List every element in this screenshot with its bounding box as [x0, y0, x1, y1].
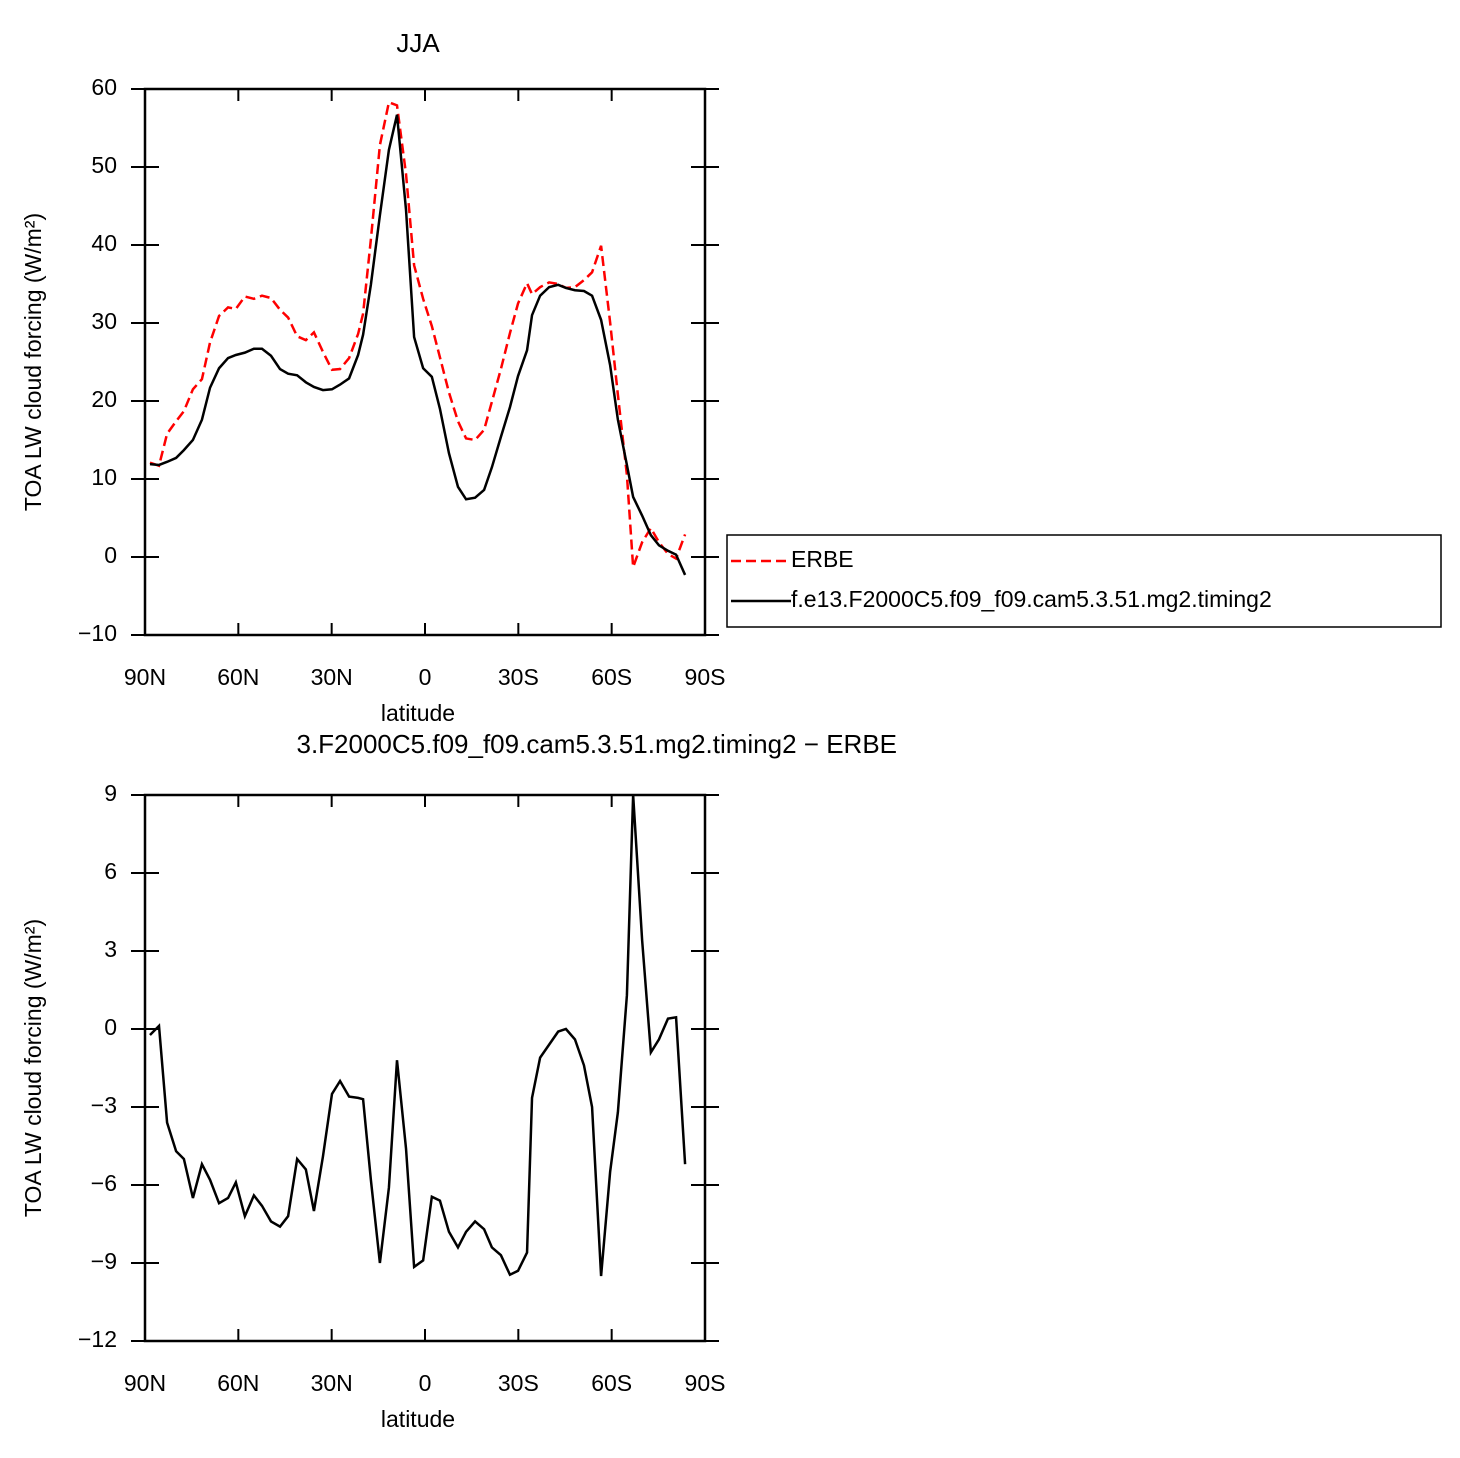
x-tick-label: 90N	[124, 664, 166, 690]
x-tick-label: 90S	[685, 1370, 726, 1396]
y-tick-label: 0	[104, 1014, 117, 1040]
x-tick-label: 0	[419, 1370, 432, 1396]
y-tick-label: 40	[91, 230, 117, 256]
x-axis-label: latitude	[381, 700, 455, 726]
y-tick-label: −12	[78, 1326, 117, 1352]
x-tick-label: 90S	[685, 664, 726, 690]
x-tick-label: 90N	[124, 1370, 166, 1396]
y-axis-label: TOA LW cloud forcing (W/m²)	[20, 213, 46, 511]
chart-title: 3.F2000C5.f09_f09.cam5.3.51.mg2.timing2 …	[296, 729, 897, 759]
y-tick-label: 30	[91, 308, 117, 334]
legend-label: f.e13.F2000C5.f09_f09.cam5.3.51.mg2.timi…	[791, 586, 1272, 612]
y-tick-label: 6	[104, 858, 117, 884]
data-line	[149, 100, 687, 568]
x-axis-label: latitude	[381, 1406, 455, 1432]
y-tick-label: 3	[104, 936, 117, 962]
y-tick-label: 50	[91, 152, 117, 178]
x-tick-label: 60S	[591, 664, 632, 690]
x-tick-label: 60N	[217, 1370, 259, 1396]
x-tick-label: 30N	[311, 664, 353, 690]
y-tick-label: 60	[91, 74, 117, 100]
data-line	[149, 794, 687, 1277]
y-tick-label: 9	[104, 780, 117, 806]
chart-title: JJA	[396, 28, 440, 58]
legend-label: ERBE	[791, 546, 854, 572]
x-tick-label: 60S	[591, 1370, 632, 1396]
y-tick-label: −10	[78, 620, 117, 646]
plot-frame	[143, 793, 707, 1343]
y-tick-label: 0	[104, 542, 117, 568]
x-tick-label: 30S	[498, 664, 539, 690]
y-axis-label: TOA LW cloud forcing (W/m²)	[20, 919, 46, 1217]
data-line	[149, 114, 687, 576]
y-tick-label: −3	[91, 1092, 117, 1118]
x-tick-label: 30S	[498, 1370, 539, 1396]
plot-frame	[143, 87, 707, 637]
x-tick-label: 30N	[311, 1370, 353, 1396]
y-tick-label: −6	[91, 1170, 117, 1196]
y-tick-label: 20	[91, 386, 117, 412]
x-tick-label: 60N	[217, 664, 259, 690]
legend-box	[726, 534, 1442, 628]
y-tick-label: 10	[91, 464, 117, 490]
y-tick-label: −9	[91, 1248, 117, 1274]
x-tick-label: 0	[419, 664, 432, 690]
